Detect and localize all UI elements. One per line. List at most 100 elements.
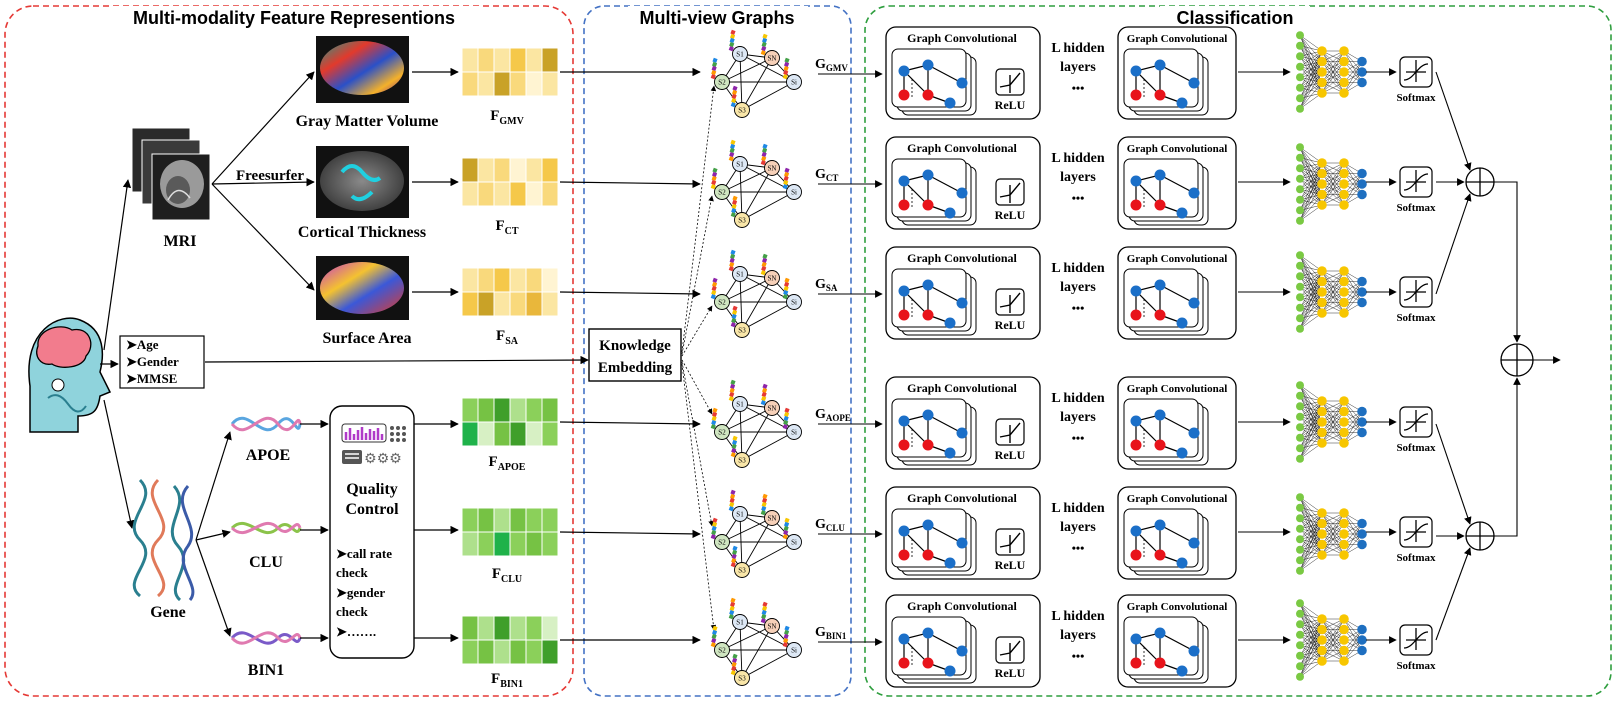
gcn-edge [1135, 290, 1161, 316]
graph-node-label: SN [768, 623, 777, 631]
feature-stripe [730, 670, 736, 676]
graph-node [714, 534, 730, 550]
nn-neuron [1339, 308, 1349, 318]
nn-neuron [1317, 179, 1327, 189]
feature-stripe [730, 383, 736, 389]
qc-item-more: ……. [347, 624, 376, 639]
graph-node-label: S2 [718, 647, 726, 655]
gcn-node [898, 439, 910, 451]
graph-node-label: Si [791, 429, 797, 437]
multi-view-graphs: S1 SN S2 Si S3 GGMV S1 SN S2 Si S3 GCT S1 SN S2 Si S3 GSA… [710, 29, 883, 686]
nn-neuron [1296, 174, 1304, 183]
gcn-edge [927, 414, 963, 434]
nn-neuron [1296, 314, 1304, 323]
nn-neuron [1317, 427, 1327, 438]
classifier-row-bin1: Graph Convolutional ReLU L hidden layers •••… [885, 594, 1436, 688]
graph-node-label: SN [768, 515, 777, 523]
gcn-block-title: Graph Convolutional [907, 141, 1017, 155]
matrix-cell [493, 639, 511, 665]
feature-stripe [710, 184, 716, 190]
feature-stripe [783, 290, 789, 296]
matrix-cell [493, 181, 511, 207]
feature-stripe [784, 57, 790, 63]
graph-node [734, 562, 750, 578]
nn-neuron [1296, 52, 1304, 61]
feature-stripe [760, 510, 766, 516]
feature-stripe [783, 70, 789, 76]
nn-connection [1299, 82, 1323, 109]
gcn-edge [1159, 174, 1195, 194]
gcn-block-title: Graph Convolutional [1127, 601, 1228, 613]
gcn-node [956, 427, 968, 439]
nn-neuron [1339, 56, 1349, 67]
graph-node [732, 396, 748, 412]
feature-stripe [711, 285, 717, 292]
gcn-node [1130, 89, 1142, 101]
graph-node-label: S3 [738, 107, 746, 115]
nn-neuron [1317, 656, 1327, 666]
graph-node-label: S1 [736, 51, 744, 59]
matrix-cell [493, 615, 511, 641]
svg-text:⚙⚙⚙: ⚙⚙⚙ [364, 452, 402, 467]
matrix-cell [493, 71, 511, 97]
nn-neuron [1357, 276, 1367, 287]
feature-stripe [784, 625, 790, 631]
gcn-node [1154, 549, 1166, 561]
freesurfer-label: Freesurfer [236, 168, 304, 184]
matrix-cell [461, 181, 479, 207]
matrix-cell [461, 421, 479, 447]
matrix-cell [525, 531, 543, 557]
feature-stripe [783, 175, 789, 182]
feature-stripe [730, 249, 736, 255]
nn-neuron [1296, 672, 1304, 681]
cortical-thickness-brain-image [316, 146, 409, 218]
feature-stripe [761, 506, 767, 512]
feature-stripe [732, 435, 738, 441]
nn-neuron [1339, 656, 1349, 666]
nn-neuron [1317, 508, 1327, 518]
feature-stripe [712, 167, 718, 173]
graph-label-aope: GAOPE [815, 407, 851, 423]
gcn-node [922, 627, 934, 639]
feature-stripe [711, 420, 717, 426]
gcn-layer-card [1123, 508, 1199, 568]
nn-connection [1321, 523, 1345, 556]
feature-stripe [762, 257, 768, 263]
feature-stripe [783, 65, 789, 72]
feature-stripe [762, 387, 768, 393]
matrix-cell [509, 421, 527, 447]
feature-label-bin1: FBIN1 [491, 671, 523, 690]
matrix-cell [493, 47, 511, 73]
mri-label: MRI [164, 233, 197, 250]
matrix-cell [477, 507, 495, 533]
gcn-node [1188, 297, 1200, 309]
relu-curve [999, 72, 1021, 93]
hidden-label-line2: layers [1060, 60, 1096, 75]
matrix-cell [525, 47, 543, 73]
graph-node [734, 212, 750, 228]
gcn-edge [903, 420, 929, 446]
nn-neuron [1296, 94, 1304, 103]
feature-stripe [712, 61, 718, 67]
nn-neuron [1296, 433, 1304, 442]
relu-label: ReLU [995, 318, 1026, 332]
graph-edge [741, 431, 795, 461]
nn-neuron [1357, 529, 1367, 539]
apoe-dna-strand-icon [230, 416, 302, 432]
feature-stripe [731, 553, 737, 560]
feature-stripe [762, 383, 768, 389]
svg-text:➤MMSE: ➤MMSE [126, 371, 177, 386]
feature-stripe [783, 530, 789, 536]
nn-neuron [1357, 518, 1367, 529]
softmax-curve [1403, 628, 1429, 650]
nn-neuron [1339, 189, 1349, 200]
graph-node [732, 156, 748, 172]
softmax-label: Softmax [1396, 202, 1436, 214]
graph-edge [721, 167, 773, 193]
qc-item-gender: gender [347, 585, 386, 600]
gene-label-bin1: BIN1 [248, 662, 284, 679]
nn-connection [1321, 512, 1345, 556]
nn-neuron [1296, 609, 1304, 618]
matrix-cell [493, 421, 511, 447]
clu-dna-strand-icon [230, 521, 302, 535]
